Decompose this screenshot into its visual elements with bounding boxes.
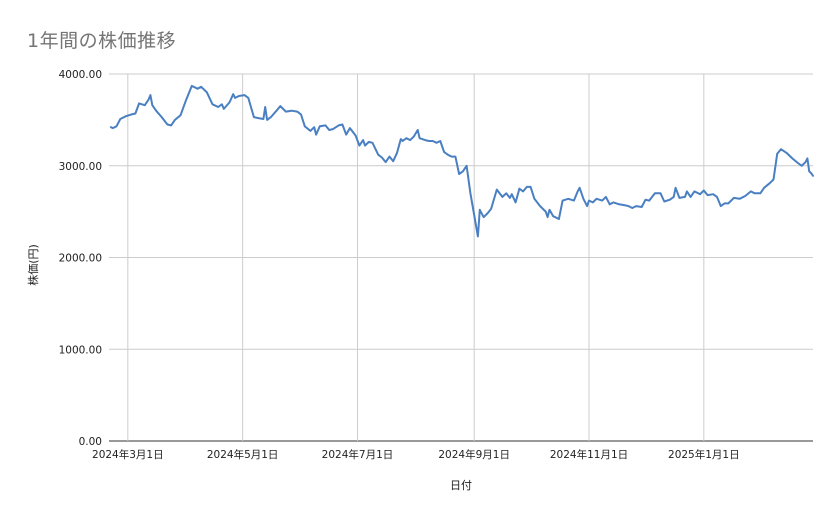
gridlines bbox=[109, 73, 813, 442]
x-tick-label: 2024年9月1日 bbox=[438, 448, 510, 461]
y-tick-label: 2000.00 bbox=[59, 253, 102, 265]
series-group bbox=[109, 84, 814, 238]
x-tick-label: 2025年1月1日 bbox=[668, 448, 740, 461]
x-tick-labels: 2024年3月1日 2024年5月1日 2024年7月1日 2024年9月1日 2024… bbox=[92, 448, 740, 461]
x-tick-label: 2024年7月1日 bbox=[322, 448, 394, 461]
x-tick-label: 2024年3月1日 bbox=[92, 448, 164, 461]
x-axis-title: 日付 bbox=[450, 479, 472, 492]
y-tick-labels: 0.00 1000.00 2000.00 3000.00 4000.00 bbox=[59, 69, 102, 448]
y-tick-label: 4000.00 bbox=[59, 69, 102, 81]
y-axis-title: 株価(円) bbox=[26, 244, 40, 286]
y-tick-label: 3000.00 bbox=[59, 161, 102, 173]
y-tick-label: 0.00 bbox=[79, 436, 102, 448]
chart-title: 1年間の株価推移 bbox=[27, 30, 177, 52]
x-tick-label: 2024年5月1日 bbox=[207, 448, 279, 461]
series-line bbox=[109, 84, 814, 238]
y-tick-label: 1000.00 bbox=[59, 344, 102, 356]
x-tick-label: 2024年11月1日 bbox=[550, 448, 628, 461]
